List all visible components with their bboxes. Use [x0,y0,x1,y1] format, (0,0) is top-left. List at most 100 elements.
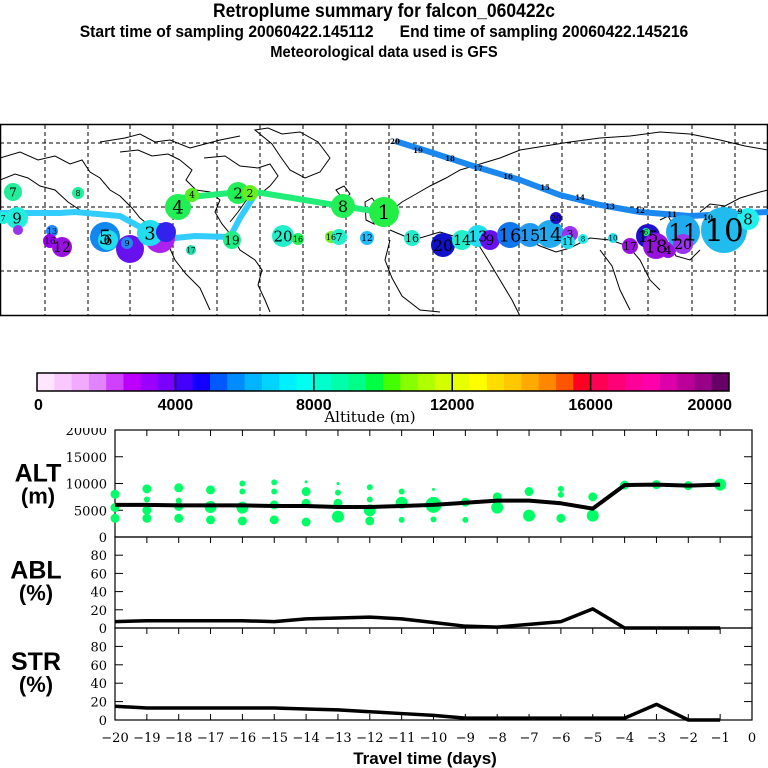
x-tick-label: −16 [229,731,256,746]
altitude-point [331,510,344,523]
x-tick-label: −17 [197,731,224,746]
altitude-point [334,489,341,496]
abl-line [114,607,721,630]
colorbar-tick-label: 4000 [158,397,194,414]
plume-marker-label: 4 [172,197,183,218]
altitude-point [336,482,340,485]
x-tick-label: −19 [133,731,160,746]
plume-marker [292,233,304,245]
altitude-point [301,487,311,497]
colorbar-cell [538,373,557,391]
plume-marker-label: 16 [499,225,522,246]
colorbar-cell [659,373,678,391]
altitude-point [586,509,599,522]
plume-marker-label: 15 [638,227,658,246]
plume-marker [431,233,455,257]
plume-marker-label: 11 [562,238,573,248]
y-tick-label: 5000 [74,504,107,519]
altitude-colorbar: 0 4000 8000 12000 16000 20000 Altitude (m) [34,372,733,426]
plume-marker [185,188,199,202]
plume-marker [137,220,163,246]
colorbar-cell [452,373,470,391]
plume-marker-label: 7 [9,185,17,199]
colorbar-cell [71,373,90,391]
colorbar-cell [504,373,522,391]
altitude-point [236,501,249,514]
x-tick-label: −15 [261,731,288,746]
colorbar-cell [417,373,436,391]
y-tick-label: 60 [90,659,107,674]
plume-marker-label: 12 [53,240,71,256]
altitude-point [206,485,216,495]
plume-marker-label: 7 [336,231,343,244]
plume-marker-label: 9 [486,233,495,249]
plume-marker-label: 15 [520,226,540,245]
plume-marker-label: 8 [338,197,348,216]
plume-marker [660,242,676,258]
altitude-point [142,505,152,515]
x-tick-label: −3 [647,731,666,746]
y-axis-label: (m) [21,484,55,509]
plume-marker [622,238,638,254]
colorbar-cell [37,373,55,391]
altitude-point [237,516,247,526]
plume-marker-label: 19 [224,233,239,247]
colorbar-cell [106,373,124,391]
altitude-point [557,491,564,498]
time-series-panels: 05000100001500020000ALT(m)020406080ABL(%… [10,428,756,768]
y-tick-label: 60 [90,567,107,582]
altitude-point [366,496,373,503]
altitude-point [110,513,120,523]
plume-marker [360,231,374,245]
colorbar-cell [313,373,332,391]
trajectory-day-label: 18 [445,154,455,163]
colorbar-tick-label: 16000 [568,397,613,414]
y-tick-label: 15000 [66,451,107,466]
plume-marker [272,225,294,247]
colorbar-cell [642,373,661,391]
plume-marker [608,233,618,243]
plume-marker-label: 16 [293,235,303,244]
x-tick-label: −2 [679,731,698,746]
plume-marker-label: 7 [0,214,5,223]
colorbar-cell [383,373,401,391]
plume-marker [550,212,562,224]
altitude-point [523,509,536,522]
altitude-point [271,479,278,486]
plume-marker [701,207,747,253]
colorbar-tick-label: 20000 [688,397,733,414]
altitude-point [365,516,375,526]
plume-marker [227,182,249,204]
trajectory-day-label: 14 [575,193,585,202]
altitude-point [143,496,150,503]
colorbar-tick-label: 0 [34,397,43,414]
plume-marker [0,212,9,224]
colorbar-cell [296,373,315,391]
plume-marker [331,194,355,218]
y-tick-label: 0 [99,531,107,546]
x-tick-label: −13 [324,731,351,746]
panel-abl: 0 20 40 60 80 ABL(%) [10,536,753,637]
plume-marker [737,208,759,230]
plume-marker [46,225,58,237]
altitude-point [524,487,534,497]
colorbar-cell [711,373,730,391]
plume-marker-label: 3 [567,228,574,241]
plume-marker-label: 17 [187,247,196,255]
colorbar-cell [331,373,349,391]
x-tick-label: −4 [615,731,634,746]
altitude-point [491,501,504,514]
colorbar-tick-label: 8000 [296,397,332,414]
plume-marker-label: 9 [12,209,22,227]
altitude-point [557,485,564,492]
y-tick-label: 0 [99,622,107,637]
plume-marker [6,207,28,229]
plume-marker-label: 8 [581,236,585,244]
plume-marker-label: 4 [189,191,195,201]
plume-marker-label: 9 [124,239,129,248]
y-axis-label: (%) [19,672,53,697]
altitude-point [174,513,184,523]
colorbar-cell [158,373,176,391]
plume-marker [518,223,542,247]
